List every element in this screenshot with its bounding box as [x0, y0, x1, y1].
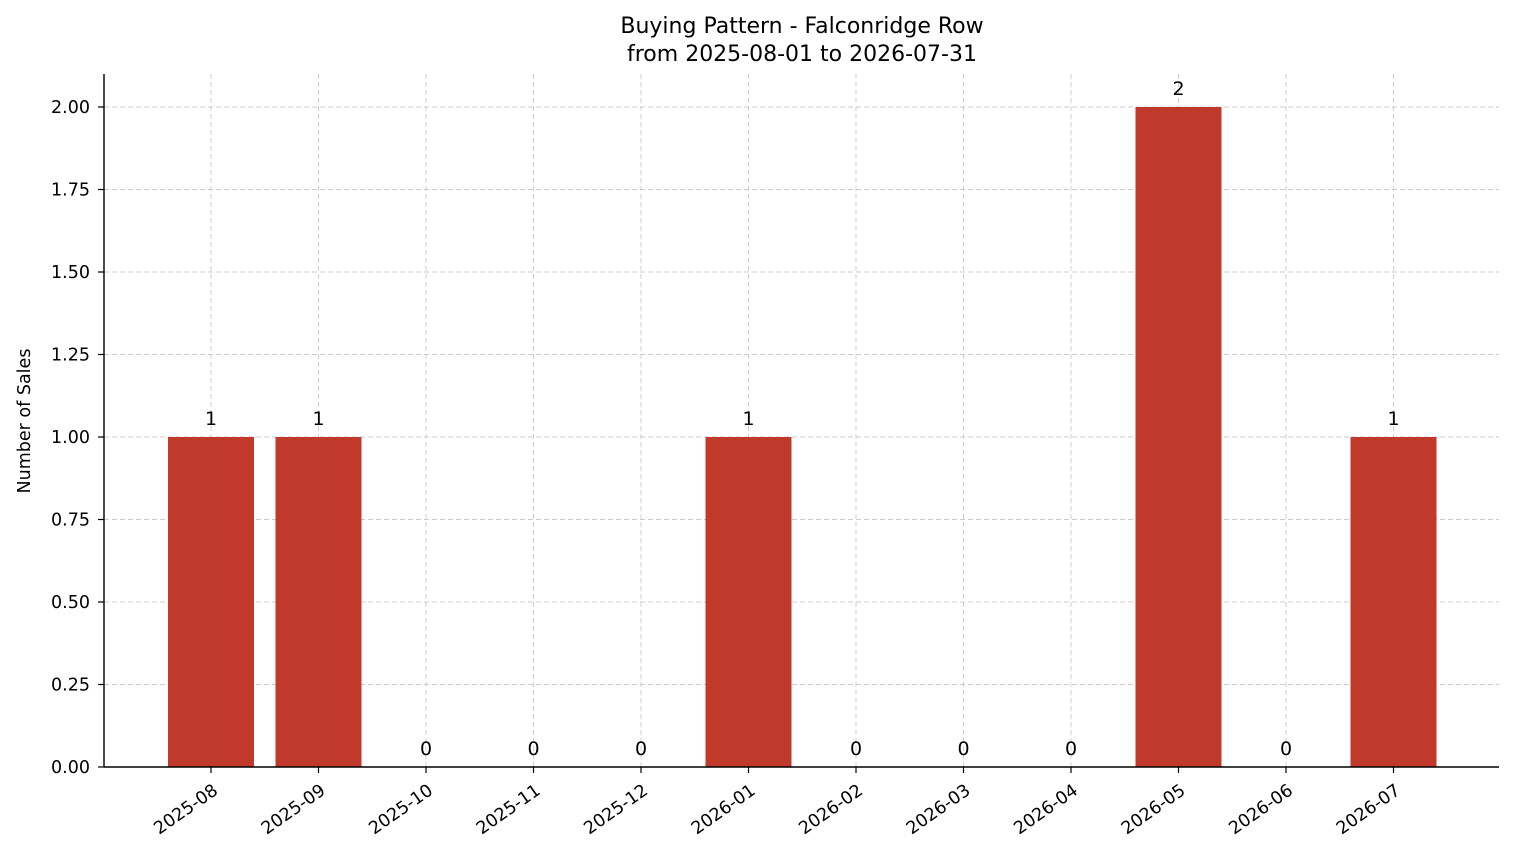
y-tick-label: 1.00 [51, 428, 90, 448]
bar-value-label: 2 [1172, 78, 1184, 100]
x-tick-label: 2025-12 [580, 781, 651, 839]
bar-value-label: 0 [850, 738, 862, 760]
y-tick-label: 1.50 [51, 263, 90, 283]
x-tick-label: 2026-02 [795, 781, 866, 839]
x-tick-label: 2025-10 [365, 781, 436, 839]
y-tick-label: 0.25 [51, 676, 90, 696]
y-tick-label: 0.00 [51, 758, 90, 778]
x-tick-label: 2026-06 [1225, 781, 1296, 839]
chart-subtitle: from 2025-08-01 to 2026-07-31 [627, 42, 977, 67]
bar [1350, 437, 1437, 767]
bar-value-label: 0 [635, 738, 647, 760]
x-tick-label: 2025-08 [150, 781, 221, 839]
bar [705, 437, 792, 767]
x-tick-label: 2026-07 [1333, 781, 1404, 839]
bar-value-label: 0 [527, 738, 539, 760]
bar-value-label: 1 [205, 408, 217, 430]
grid-layer [104, 74, 1499, 768]
bar [1135, 107, 1222, 767]
x-tick-label: 2025-09 [258, 781, 329, 839]
bar [275, 437, 362, 767]
bar-value-label: 0 [1065, 738, 1077, 760]
x-tick-label: 2026-01 [688, 781, 759, 839]
bars-layer [168, 107, 1437, 767]
y-tick-label: 0.75 [51, 511, 90, 531]
y-tick-label: 0.50 [51, 593, 90, 613]
bar-value-label: 0 [1280, 738, 1292, 760]
bar [168, 437, 254, 767]
bar-value-label: 1 [742, 408, 754, 430]
y-tick-label: 1.75 [51, 181, 90, 201]
bar-value-label: 1 [312, 408, 324, 430]
bar-value-label: 0 [420, 738, 432, 760]
axes-layer [98, 74, 1499, 773]
x-tick-label: 2026-05 [1118, 781, 1189, 839]
y-axis-label: Number of Sales [15, 349, 35, 494]
x-tick-label: 2026-03 [903, 781, 974, 839]
bar-value-label: 0 [957, 738, 969, 760]
x-tick-label: 2025-11 [473, 781, 544, 839]
bar-value-label: 1 [1387, 408, 1399, 430]
x-tick-label: 2026-04 [1010, 781, 1081, 839]
y-tick-label: 1.25 [51, 346, 90, 366]
y-tick-label: 2.00 [51, 98, 90, 118]
chart-title: Buying Pattern - Falconridge Row [620, 14, 983, 39]
